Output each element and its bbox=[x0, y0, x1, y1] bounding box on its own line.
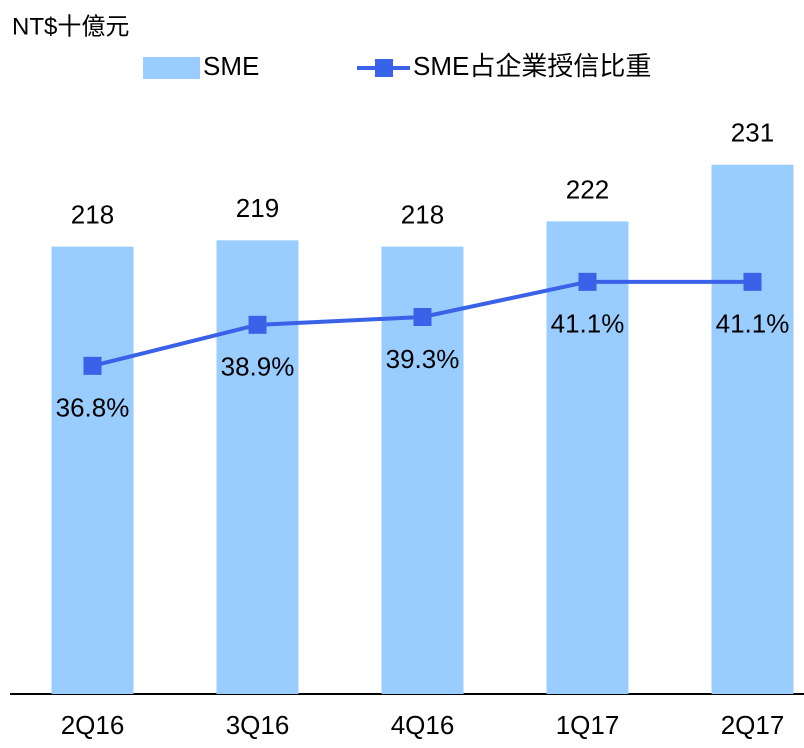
line-value-label: 41.1% bbox=[716, 309, 790, 339]
bar-value-label: 218 bbox=[401, 199, 444, 229]
legend-swatch bbox=[375, 59, 393, 77]
x-tick-label: 3Q16 bbox=[226, 710, 290, 740]
legend-label: SME bbox=[203, 51, 259, 81]
line-marker bbox=[83, 356, 102, 375]
line-marker bbox=[248, 315, 267, 334]
bar bbox=[51, 246, 134, 694]
bar bbox=[711, 164, 794, 695]
bar-value-label: 231 bbox=[731, 118, 774, 148]
bar-value-label: 218 bbox=[71, 199, 114, 229]
line-marker bbox=[578, 272, 597, 291]
bar bbox=[546, 221, 629, 694]
x-tick-label: 2Q17 bbox=[721, 710, 785, 740]
x-tick-label: 1Q17 bbox=[556, 710, 620, 740]
bar bbox=[216, 240, 299, 695]
x-tick-label: 4Q16 bbox=[391, 710, 455, 740]
legend-swatch bbox=[143, 57, 200, 79]
line-value-label: 41.1% bbox=[551, 309, 625, 339]
bar-value-label: 219 bbox=[236, 193, 279, 223]
line-marker bbox=[413, 308, 432, 327]
line-value-label: 39.3% bbox=[386, 344, 460, 374]
line-marker bbox=[743, 272, 762, 291]
x-tick-label: 2Q16 bbox=[61, 710, 125, 740]
chart-title: NT$十億元 bbox=[12, 13, 129, 40]
legend-label: SME占企業授信比重 bbox=[413, 51, 651, 81]
bar-value-label: 222 bbox=[566, 174, 609, 204]
line-value-label: 38.9% bbox=[221, 352, 295, 382]
line-value-label: 36.8% bbox=[56, 393, 130, 423]
